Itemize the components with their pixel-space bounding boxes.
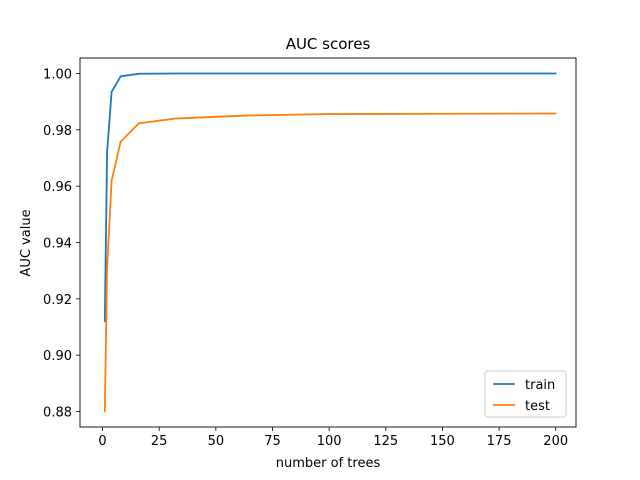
x-axis-label: number of trees [276, 456, 381, 471]
data-point-test [119, 140, 122, 143]
data-point-train [174, 72, 176, 75]
y-tick-label: 0.88 [43, 406, 72, 421]
data-point-test [246, 114, 249, 117]
data-point-train [328, 72, 331, 75]
data-point-test [103, 410, 106, 413]
y-axis-label: AUC value [19, 209, 34, 276]
legend-label-test: test [525, 399, 550, 414]
x-tick-label: 0 [98, 434, 106, 449]
data-point-train [106, 151, 108, 154]
data-point-train [246, 72, 249, 75]
x-tick-label: 25 [151, 434, 168, 449]
data-point-test [328, 113, 331, 115]
chart-title: AUC scores [286, 35, 371, 53]
axes-frame [79, 57, 577, 428]
data-point-train [119, 75, 122, 78]
y-tick-label: 0.96 [43, 180, 72, 195]
x-tick-label: 175 [487, 434, 512, 449]
data-point-train [137, 72, 140, 75]
data-point-test [174, 117, 176, 120]
y-tick-label: 0.98 [43, 124, 72, 139]
data-point-train [110, 90, 113, 93]
data-point-train [103, 320, 106, 323]
x-axis: 0 25 50 75 100 125 150 175 200 [98, 427, 568, 449]
y-axis: 0.88 0.90 0.92 0.94 0.96 0.98 1.00 [43, 67, 80, 421]
x-tick-label: 50 [208, 434, 225, 449]
legend-label-train: train [525, 378, 555, 393]
data-point-train [554, 72, 557, 75]
y-tick-label: 0.90 [43, 349, 72, 364]
series-layer [79, 57, 577, 428]
x-tick-label: 75 [264, 434, 281, 449]
legend: train test [484, 370, 567, 418]
x-tick-label: 150 [430, 434, 455, 449]
data-point-test [554, 112, 557, 115]
x-tick-label: 125 [373, 434, 398, 449]
data-point-test [137, 122, 140, 125]
x-tick-label: 200 [543, 434, 568, 449]
y-tick-label: 0.94 [43, 237, 72, 252]
data-point-test [106, 266, 108, 269]
y-tick-label: 0.92 [43, 293, 72, 308]
data-point-test [110, 179, 113, 182]
y-tick-label: 1.00 [43, 67, 72, 82]
x-tick-label: 100 [317, 434, 342, 449]
